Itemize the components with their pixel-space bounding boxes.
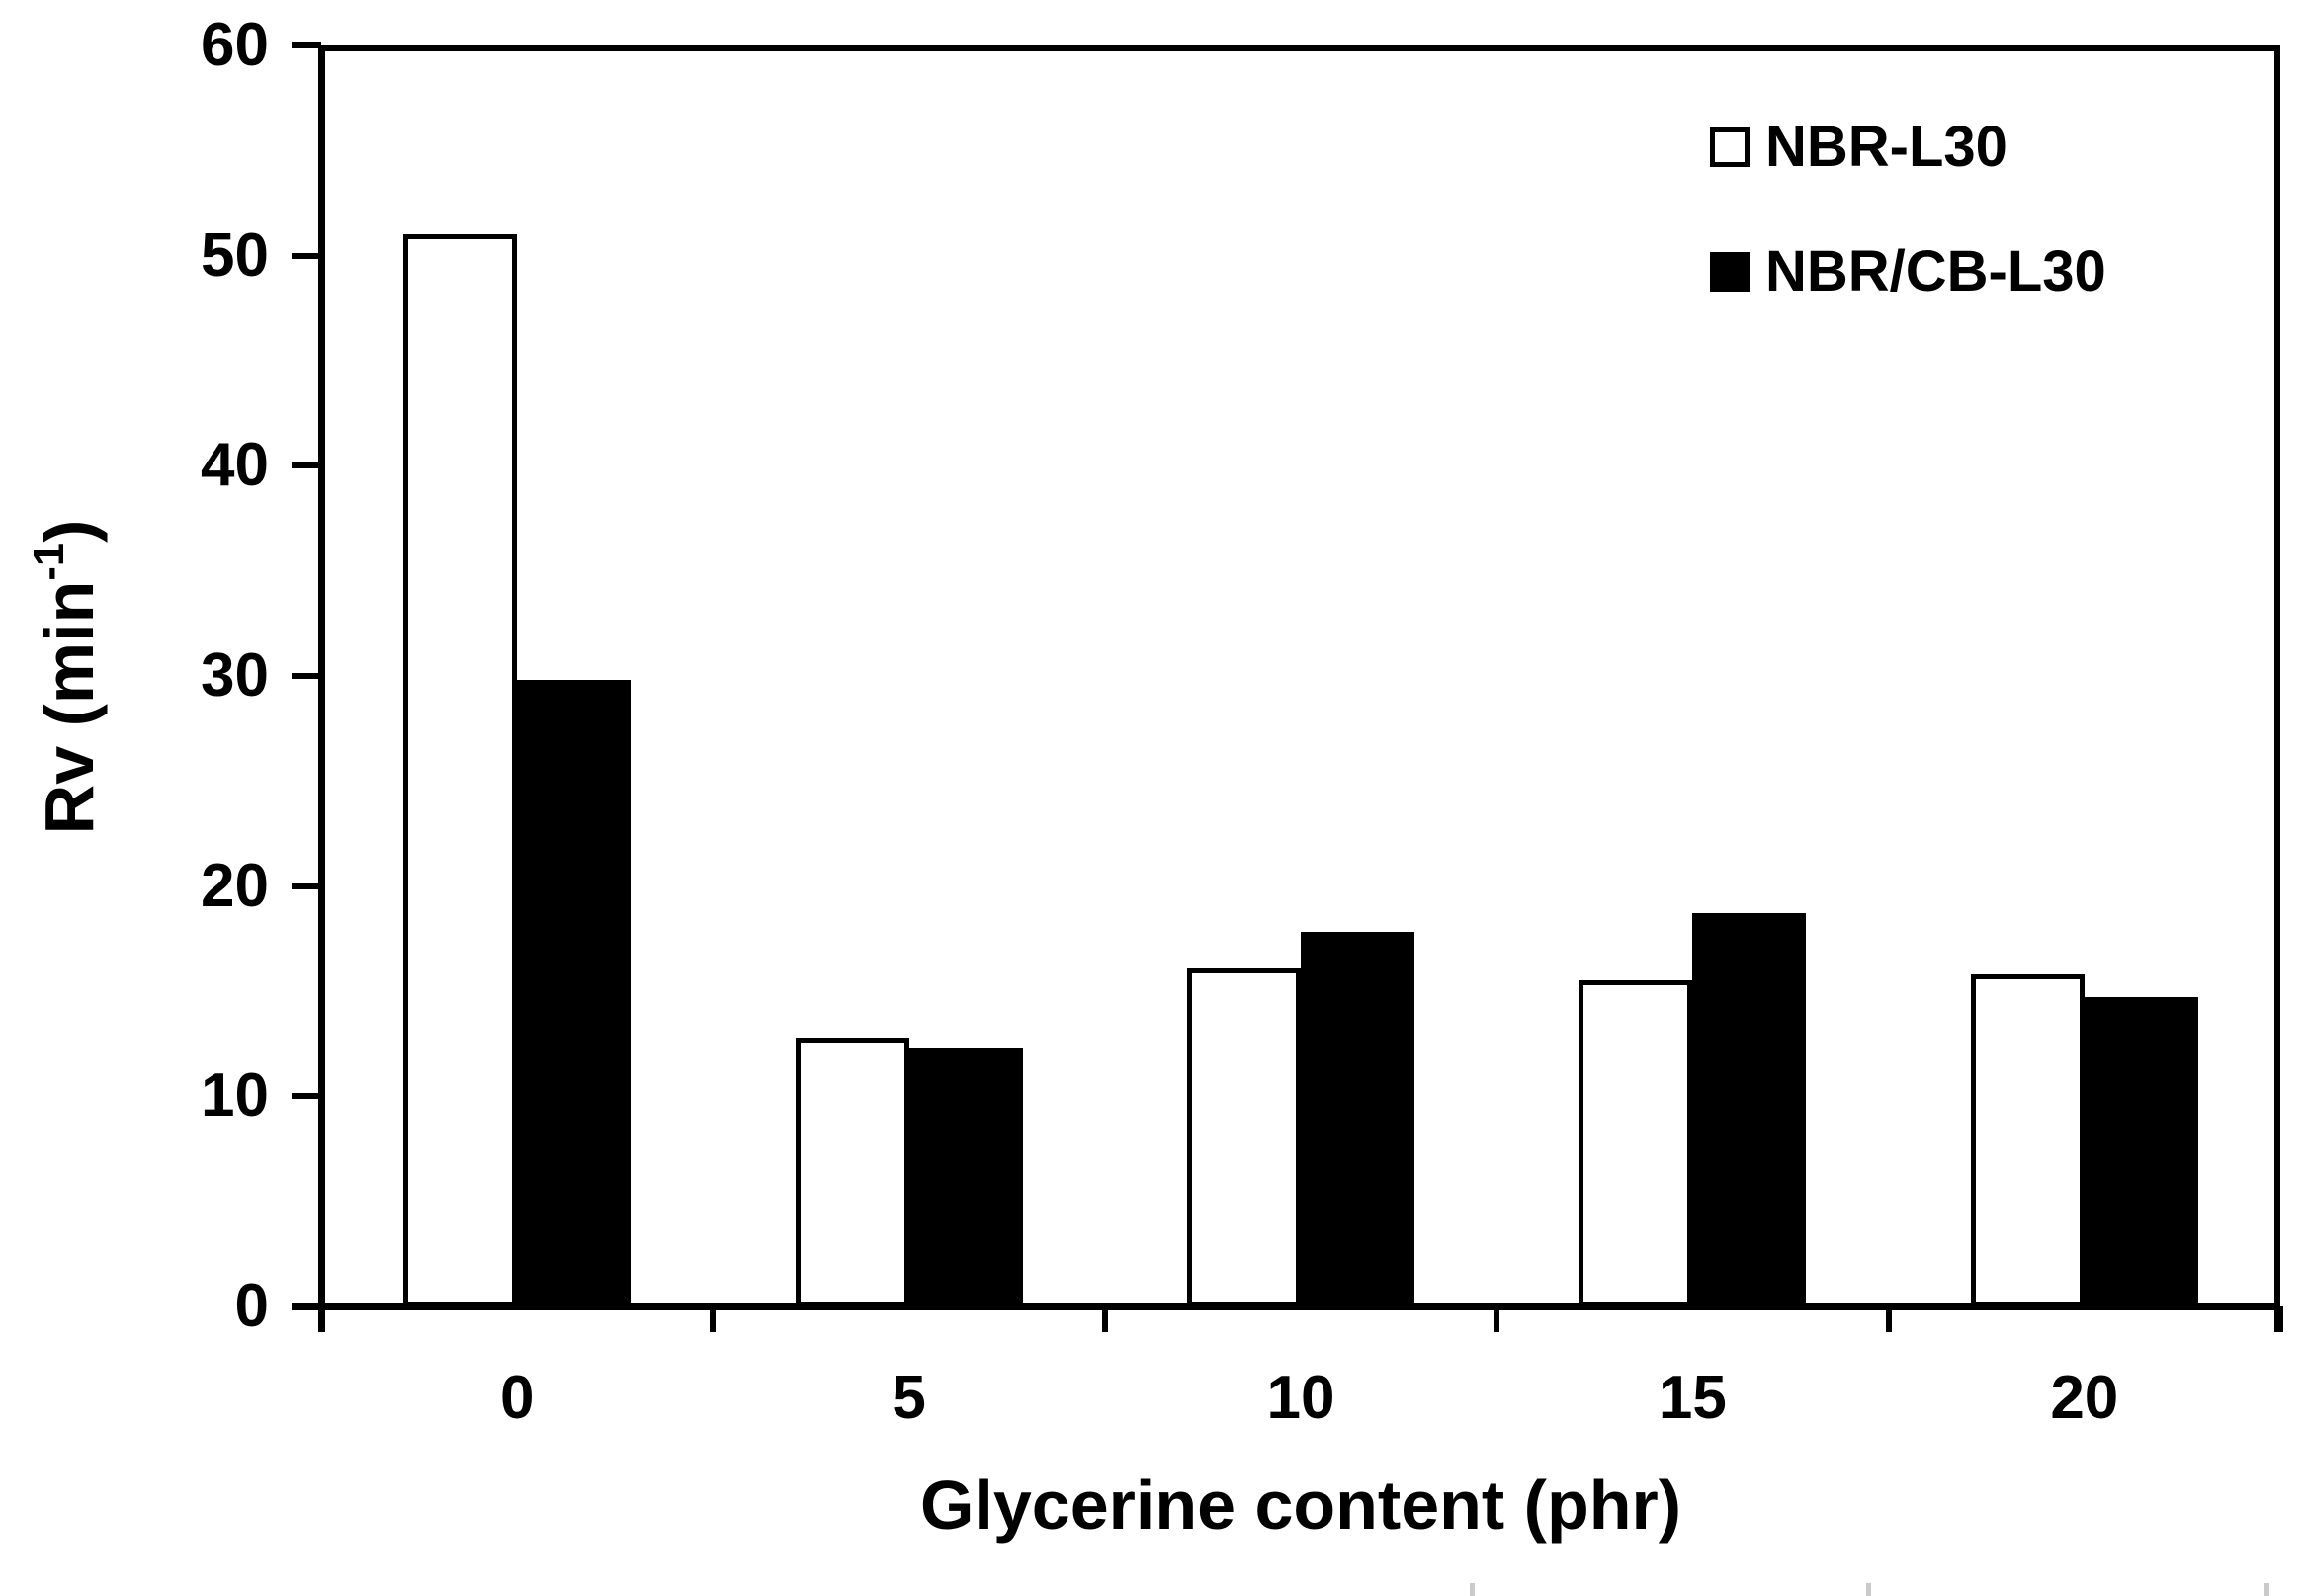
x-tick <box>318 1306 324 1332</box>
x-tick-label: 0 <box>499 1364 535 1432</box>
y-tick-label: 0 <box>234 1272 269 1340</box>
cropped-tick-artifact <box>1866 1583 1871 1596</box>
x-tick-label: 5 <box>892 1364 926 1432</box>
y-axis-title-superscript: -1 <box>26 543 74 581</box>
x-axis-line <box>292 1303 2280 1310</box>
y-tick-label: 10 <box>201 1061 269 1131</box>
y-tick <box>292 673 321 679</box>
x-tick <box>2277 1306 2283 1332</box>
y-axis-line <box>318 45 325 1332</box>
y-tick-label: 60 <box>201 11 269 79</box>
x-tick <box>710 1306 717 1332</box>
y-axis-title: Rv (min-1) <box>25 331 114 1023</box>
y-axis-title-text: Rv (min <box>31 580 108 835</box>
y-tick <box>292 462 321 469</box>
cropped-tick-artifact <box>2264 1583 2269 1596</box>
x-tick <box>1494 1306 1500 1332</box>
legend-item-nbr-l30: NBR-L30 <box>1710 117 2007 178</box>
y-tick <box>292 882 321 889</box>
plot-frame-top <box>318 45 2280 51</box>
y-tick <box>292 42 321 48</box>
plot-frame-right <box>2274 45 2280 1332</box>
y-tick-label: 30 <box>201 641 269 710</box>
legend-label: NBR/CB-L30 <box>1765 239 2106 303</box>
x-axis-title: Glycerine content (phr) <box>919 1467 1682 1544</box>
y-tick-label: 20 <box>201 851 269 920</box>
bar-nbr-cb-l30-x0 <box>517 680 632 1306</box>
y-tick-label: 50 <box>201 220 269 290</box>
cropped-tick-artifact <box>1470 1583 1475 1596</box>
y-tick <box>292 252 321 259</box>
bar-nbr-cb-l30-x10 <box>1301 932 1414 1306</box>
y-tick <box>292 1303 321 1309</box>
bar-nbr-cb-l30-x5 <box>908 1048 1023 1306</box>
legend-label: NBR-L30 <box>1765 115 2007 179</box>
y-tick <box>292 1093 321 1100</box>
legend-item-nbr-cb-l30: NBR/CB-L30 <box>1710 241 2106 302</box>
x-tick-label: 20 <box>2050 1364 2119 1432</box>
bar-nbr-cb-l30-x15 <box>1692 913 1807 1306</box>
y-tick-label: 40 <box>201 431 269 500</box>
x-tick <box>1101 1306 1108 1332</box>
bar-nbr-l30-x10 <box>1187 967 1301 1306</box>
bar-nbr-l30-x20 <box>1970 973 2085 1306</box>
bar-nbr-l30-x5 <box>795 1037 909 1306</box>
x-tick-label: 15 <box>1658 1364 1727 1432</box>
x-tick <box>1885 1306 1892 1332</box>
open-square-swatch-icon <box>1710 127 1750 167</box>
filled-square-swatch-icon <box>1710 252 1750 292</box>
x-tick-label: 10 <box>1266 1364 1335 1432</box>
bar-nbr-l30-x0 <box>403 234 518 1306</box>
y-axis-title-close-paren: ) <box>31 519 108 544</box>
bar-nbr-l30-x15 <box>1579 980 1693 1306</box>
bar-nbr-cb-l30-x20 <box>2084 997 2198 1306</box>
